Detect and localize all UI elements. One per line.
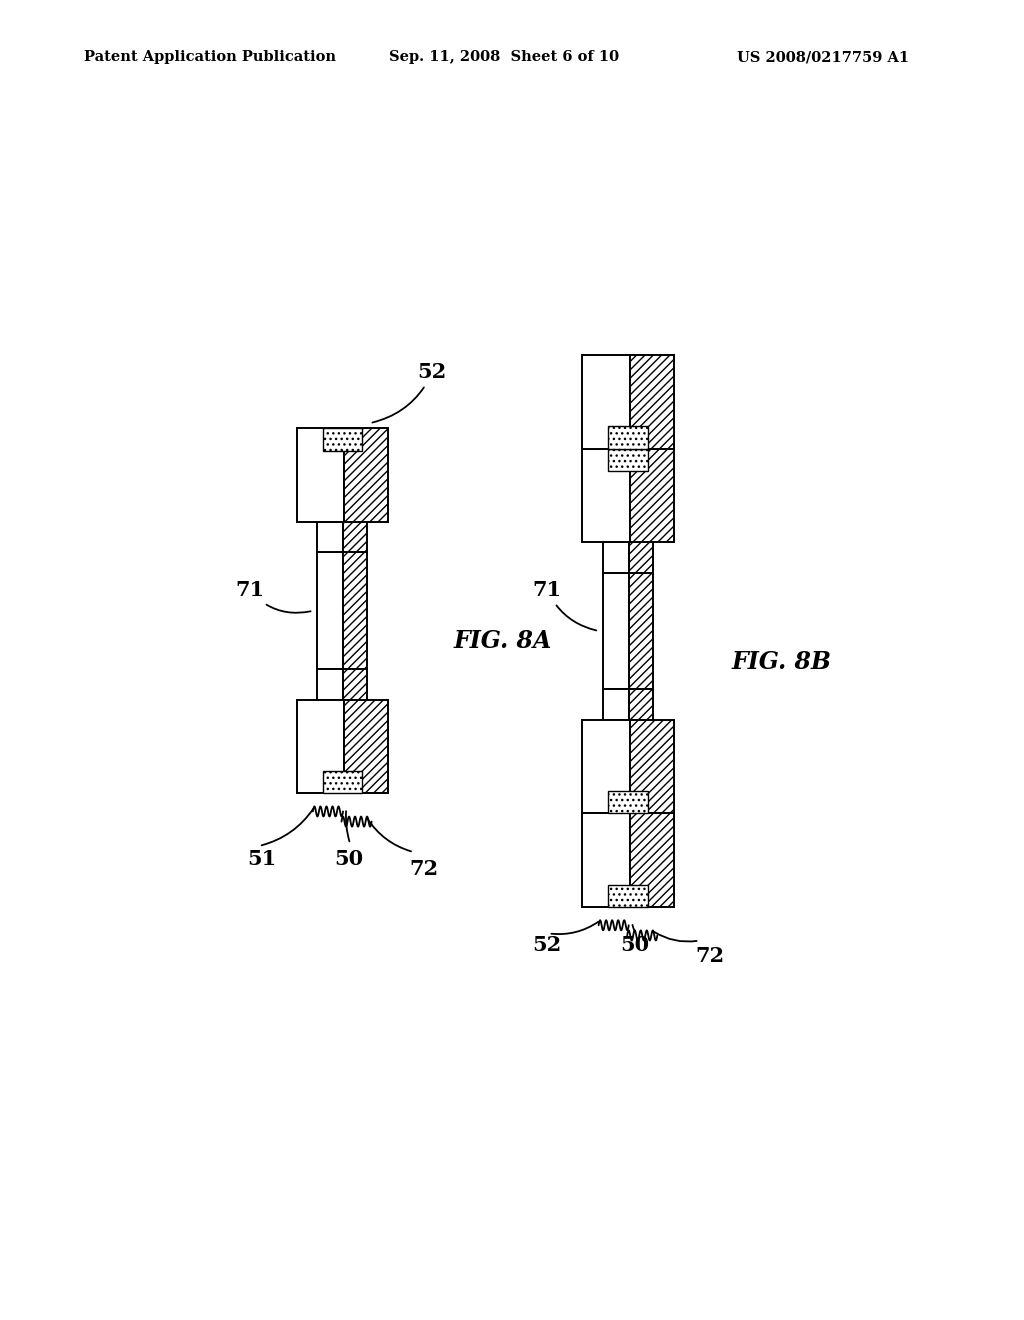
- Bar: [603, 689, 629, 719]
- Text: 50: 50: [334, 849, 364, 869]
- Text: 72: 72: [695, 945, 725, 966]
- Bar: [629, 689, 653, 719]
- Bar: [583, 449, 630, 543]
- Bar: [344, 700, 388, 793]
- Text: 52: 52: [373, 363, 446, 422]
- Bar: [603, 543, 629, 573]
- Bar: [583, 719, 630, 813]
- Text: US 2008/0217759 A1: US 2008/0217759 A1: [737, 50, 909, 65]
- Text: Sep. 11, 2008  Sheet 6 of 10: Sep. 11, 2008 Sheet 6 of 10: [389, 50, 620, 65]
- Bar: [323, 428, 361, 450]
- Bar: [603, 573, 629, 689]
- Bar: [608, 884, 647, 907]
- Bar: [630, 355, 674, 449]
- Bar: [343, 521, 368, 552]
- Text: FIG. 8A: FIG. 8A: [454, 630, 552, 653]
- Bar: [630, 449, 674, 543]
- Text: 71: 71: [236, 581, 310, 612]
- Bar: [297, 700, 344, 793]
- Bar: [297, 428, 344, 521]
- Bar: [343, 669, 368, 700]
- Bar: [608, 791, 647, 813]
- Text: 50: 50: [620, 936, 649, 956]
- Text: Patent Application Publication: Patent Application Publication: [84, 50, 336, 65]
- Bar: [629, 573, 653, 689]
- Text: FIG. 8B: FIG. 8B: [731, 649, 831, 673]
- Bar: [630, 813, 674, 907]
- Bar: [344, 428, 388, 521]
- Bar: [317, 521, 343, 552]
- Bar: [343, 552, 368, 669]
- Text: 51: 51: [247, 849, 276, 869]
- Bar: [608, 449, 647, 471]
- Bar: [317, 552, 343, 669]
- Bar: [630, 719, 674, 813]
- Bar: [629, 543, 653, 573]
- Bar: [317, 669, 343, 700]
- Bar: [583, 813, 630, 907]
- Text: 52: 52: [532, 936, 562, 956]
- Bar: [323, 771, 361, 793]
- Bar: [583, 355, 630, 449]
- Text: 72: 72: [410, 859, 439, 879]
- Bar: [608, 426, 647, 449]
- Text: 71: 71: [532, 581, 596, 631]
